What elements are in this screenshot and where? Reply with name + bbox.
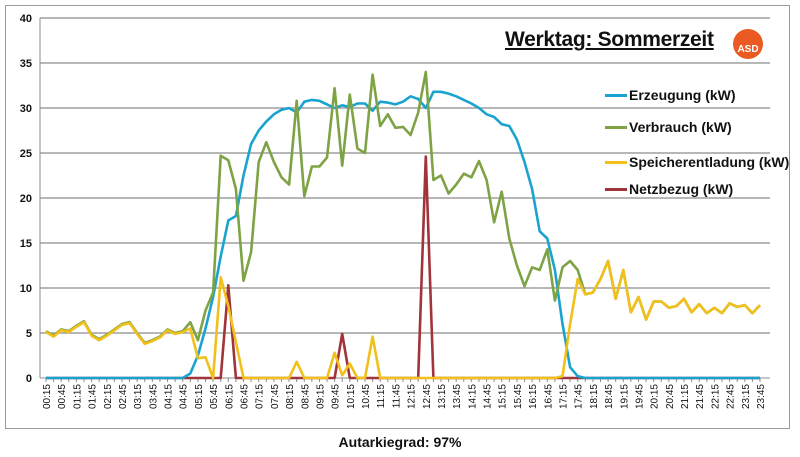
x-tick-label: 13:45 (452, 384, 463, 409)
legend-swatch (605, 187, 627, 191)
x-tick-label: 18:45 (604, 384, 615, 409)
x-tick-label: 03:15 (133, 384, 144, 409)
x-tick-label: 08:15 (285, 384, 296, 409)
x-tick-label: 21:15 (680, 384, 691, 409)
x-tick-label: 04:15 (164, 384, 175, 409)
legend-item-netzbezug: Netzbezug (kW) (605, 181, 733, 197)
legend-label: Verbrauch (kW) (629, 119, 732, 135)
x-tick-label: 07:15 (255, 384, 266, 409)
x-tick-label: 06:15 (224, 384, 235, 409)
x-tick-label: 14:15 (467, 384, 478, 409)
y-tick-label: 20 (20, 193, 32, 205)
x-tick-label: 16:15 (528, 384, 539, 409)
logo-text: ASD (737, 44, 759, 55)
x-tick-label: 06:45 (239, 384, 250, 409)
series-line-erzeugung (46, 90, 760, 380)
legend-label: Speicherentladung (kW) (629, 154, 790, 170)
x-tick-label: 09:15 (315, 384, 326, 409)
y-tick-label: 0 (26, 373, 32, 385)
y-tick-label: 30 (20, 103, 32, 115)
y-tick-label: 15 (20, 238, 32, 250)
legend-label: Erzeugung (kW) (629, 87, 736, 103)
legend-item-verbrauch: Verbrauch (kW) (605, 119, 732, 135)
x-tick-label: 19:15 (619, 384, 630, 409)
y-tick-label: 5 (26, 328, 32, 340)
x-tick-label: 14:45 (483, 384, 494, 409)
x-tick-label: 02:45 (118, 384, 129, 409)
y-tick-label: 40 (20, 13, 32, 25)
x-tick-label: 02:15 (103, 384, 114, 409)
x-tick-label: 04:45 (179, 384, 190, 409)
x-tick-label: 11:15 (376, 384, 387, 409)
x-tick-label: 19:45 (634, 384, 645, 409)
x-tick-label: 20:45 (665, 384, 676, 409)
x-tick-label: 12:45 (422, 384, 433, 409)
x-tick-label: 05:15 (194, 384, 205, 409)
y-tick-label: 10 (20, 283, 32, 295)
x-tick-label: 17:15 (559, 384, 570, 409)
x-tick-label: 03:45 (148, 384, 159, 409)
x-tick-label: 13:15 (437, 384, 448, 409)
x-tick-label: 18:15 (589, 384, 600, 409)
x-tick-label: 17:45 (574, 384, 585, 409)
chart-frame (5, 5, 790, 429)
x-tick-label: 23:45 (756, 384, 767, 409)
x-tick-label: 15:15 (498, 384, 509, 409)
x-tick-label: 22:45 (726, 384, 737, 409)
x-tick-label: 12:15 (407, 384, 418, 409)
legend-label: Netzbezug (kW) (629, 181, 734, 197)
x-tick-label: 10:15 (346, 384, 357, 409)
legend-swatch (605, 93, 627, 97)
x-tick-label: 05:45 (209, 384, 220, 409)
x-tick-label: 00:45 (57, 384, 68, 409)
x-tick-label: 00:15 (42, 384, 53, 409)
x-tick-label: 20:15 (650, 384, 661, 409)
x-tick-label: 11:45 (391, 384, 402, 409)
y-tick-label: 35 (20, 58, 32, 70)
legend-item-erzeugung: Erzeugung (kW) (605, 87, 736, 103)
legend-swatch (605, 160, 627, 164)
x-tick-label: 08:45 (300, 384, 311, 409)
series-line-speicherentladung (45, 259, 761, 380)
chart-title: Werktag: Sommerzeit (505, 28, 714, 51)
legend-swatch (605, 125, 627, 129)
x-tick-label: 16:45 (543, 384, 554, 409)
x-tick-label: 15:45 (513, 384, 524, 409)
autarkiegrad-label: Autarkiegrad: 97% (338, 434, 462, 450)
x-tick-label: 21:45 (695, 384, 706, 409)
x-tick-label: 01:45 (88, 384, 99, 409)
x-tick-label: 22:15 (710, 384, 721, 409)
x-tick-label: 07:45 (270, 384, 281, 409)
asd-logo: ASD (733, 29, 763, 59)
legend-item-speicherentladung: Speicherentladung (kW) (605, 154, 789, 170)
x-tick-label: 09:45 (331, 384, 342, 409)
x-tick-label: 23:15 (741, 384, 752, 409)
x-tick-label: 10:45 (361, 384, 372, 409)
x-tick-label: 01:15 (72, 384, 83, 409)
y-tick-label: 25 (20, 148, 32, 160)
